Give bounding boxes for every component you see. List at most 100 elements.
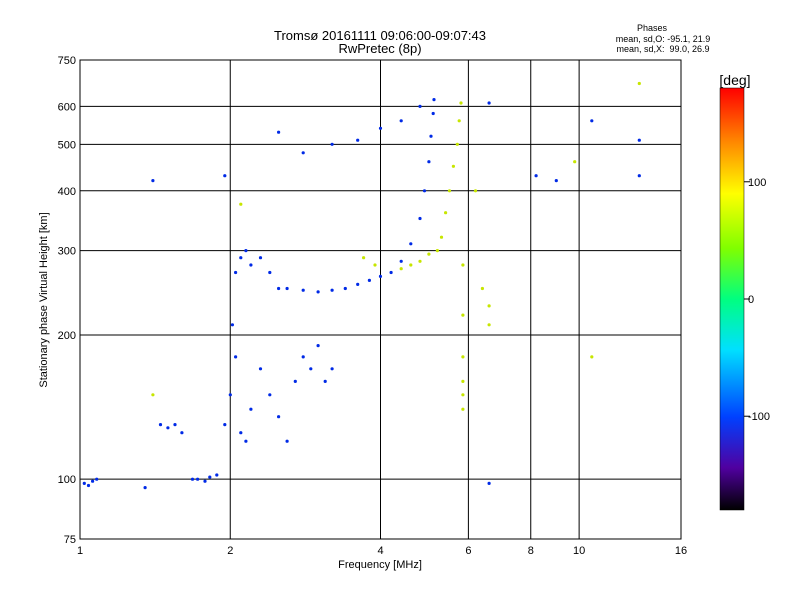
data-point-x: [461, 393, 465, 397]
y-axis-ticks: 75 100 200 300 400 500 600 750: [58, 55, 76, 546]
colorbar-tick-label: 100: [748, 177, 766, 189]
data-point-o: [203, 479, 207, 483]
data-point-o: [166, 426, 170, 430]
y-tick-label: 200: [58, 330, 76, 342]
phases-x-stats: mean, sd,X: 99.0, 26.9: [616, 44, 709, 54]
y-tick-label: 75: [64, 534, 76, 546]
data-point-o: [330, 142, 334, 146]
data-point-o: [432, 98, 436, 102]
y-axis-label: Stationary phase Virtual Height [km]: [38, 212, 50, 387]
data-point-x: [151, 393, 155, 397]
data-point-o: [215, 473, 219, 477]
data-point-o: [277, 286, 281, 291]
data-point-o: [268, 270, 272, 275]
data-point-x: [487, 304, 491, 308]
data-point-o: [316, 344, 320, 348]
data-point-o: [143, 486, 147, 490]
x-tick-label: 10: [573, 545, 585, 557]
data-point-o: [367, 278, 371, 282]
x-tick-label: 4: [377, 545, 383, 557]
data-point-o: [277, 130, 281, 134]
data-point-x: [590, 355, 594, 359]
data-point-o: [244, 249, 248, 253]
data-point-o: [196, 477, 200, 481]
x-tick-label: 6: [465, 545, 471, 557]
data-point-o: [208, 475, 212, 479]
data-point-x: [451, 164, 455, 168]
data-point-x: [447, 189, 452, 193]
x-tick-label: 1: [77, 545, 83, 557]
data-point-x: [457, 119, 461, 123]
data-point-o: [239, 431, 243, 435]
data-point-o: [249, 263, 253, 267]
data-point-o: [190, 477, 195, 481]
x-tick-label: 2: [227, 545, 233, 557]
data-point-o: [95, 477, 99, 481]
x-tick-label: 16: [675, 545, 687, 557]
data-point-x: [473, 189, 478, 193]
data-point-o: [277, 415, 281, 419]
data-points: [82, 81, 641, 490]
data-point-o: [239, 256, 243, 260]
data-point-x: [459, 101, 463, 105]
data-point-x: [362, 256, 366, 260]
data-point-o: [399, 259, 403, 263]
data-point-o: [378, 274, 383, 278]
data-point-o: [293, 379, 297, 383]
data-point-o: [330, 367, 334, 371]
data-point-x: [480, 286, 484, 291]
data-point-o: [158, 423, 163, 427]
colorbar: [719, 87, 745, 511]
data-point-o: [234, 355, 238, 359]
data-point-o: [301, 288, 305, 292]
grid-lines: [80, 60, 681, 539]
data-point-o: [223, 174, 227, 178]
data-point-o: [637, 174, 641, 178]
x-axis-label: Frequency [MHz]: [338, 559, 422, 571]
data-point-x: [637, 81, 641, 86]
data-point-o: [343, 286, 347, 291]
phases-heading: Phases: [637, 23, 668, 33]
y-tick-label: 100: [58, 474, 76, 486]
data-point-o: [590, 119, 594, 123]
data-point-x: [461, 263, 465, 267]
data-point-o: [316, 290, 320, 294]
plot-frame: [79, 59, 682, 540]
data-point-o: [418, 216, 422, 221]
data-point-o: [91, 479, 95, 483]
data-point-x: [373, 263, 377, 267]
y-tick-label: 300: [58, 246, 76, 258]
data-point-x: [444, 211, 448, 215]
data-point-o: [285, 439, 289, 443]
data-point-o: [258, 367, 263, 371]
data-point-o: [86, 483, 91, 488]
data-point-o: [356, 282, 360, 286]
colorbar-tick-label: 0: [748, 294, 754, 306]
data-point-x: [461, 407, 465, 411]
data-point-x: [435, 249, 439, 253]
x-tick-label: 8: [528, 545, 534, 557]
data-point-x: [409, 263, 413, 267]
chart-subtitle: RwPretec (8p): [338, 41, 421, 56]
colorbar-tick-label: -100: [748, 411, 770, 423]
data-point-o: [554, 179, 558, 183]
data-point-o: [534, 174, 538, 178]
data-point-o: [422, 189, 427, 193]
data-point-x: [461, 379, 465, 383]
data-point-o: [427, 160, 431, 164]
y-tick-label: 500: [58, 139, 76, 151]
data-point-o: [244, 439, 248, 443]
data-point-o: [637, 138, 641, 142]
data-point-x: [399, 267, 403, 271]
data-point-o: [258, 256, 263, 260]
y-tick-label: 750: [58, 55, 76, 67]
data-point-x: [427, 252, 431, 256]
phases-o-stats: mean, sd,O: -95.1, 21.9: [616, 34, 711, 44]
data-point-x: [461, 355, 465, 359]
data-point-x: [461, 313, 465, 317]
data-point-x: [418, 259, 422, 263]
data-point-o: [356, 138, 360, 142]
data-point-o: [151, 179, 155, 183]
